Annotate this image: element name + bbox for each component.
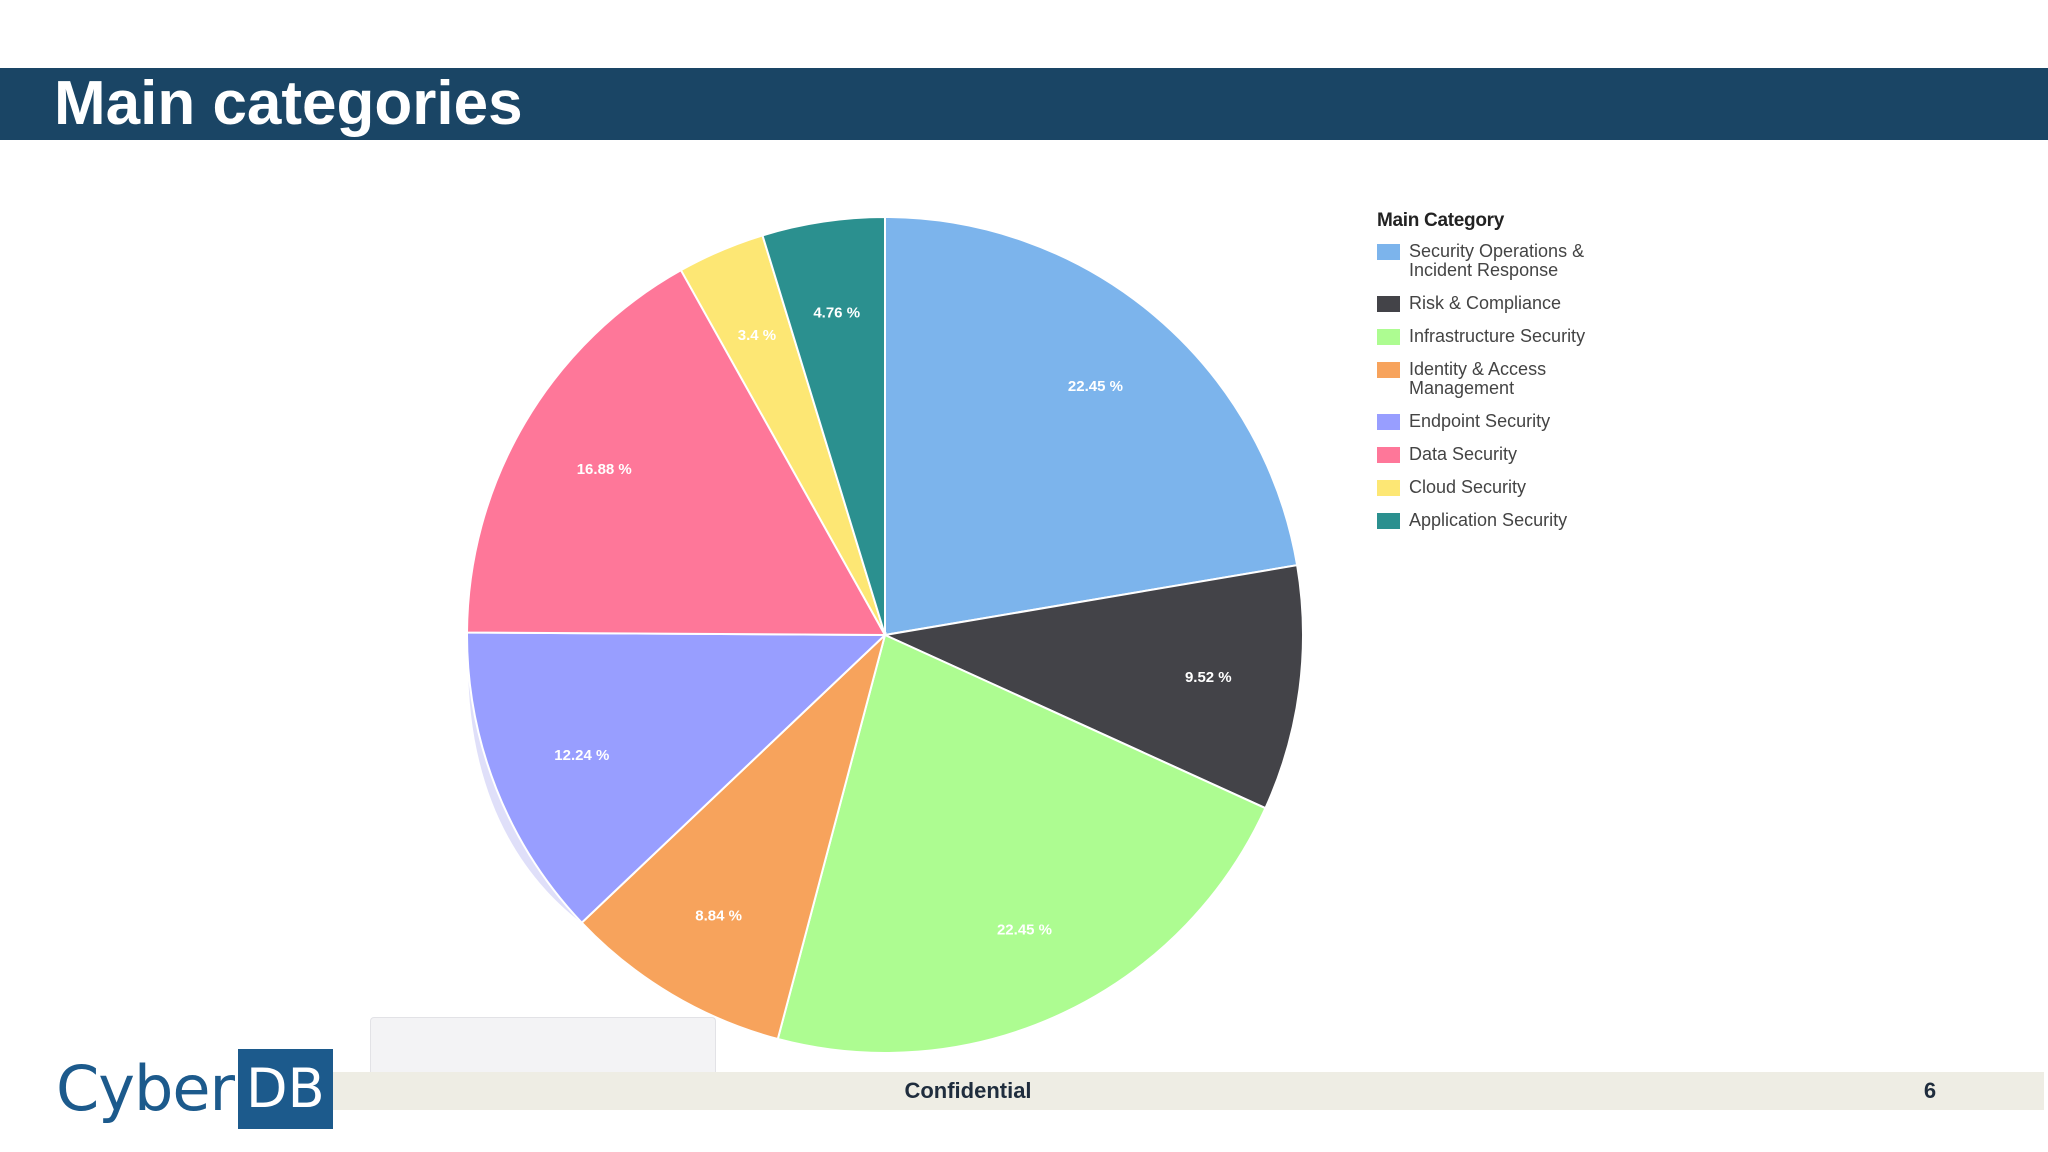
legend-title: Main Category <box>1377 210 1505 231</box>
page-number: 6 <box>1923 1078 1937 1103</box>
confidential-label: Confidential <box>904 1078 1032 1103</box>
legend-swatch <box>1377 414 1400 430</box>
legend-item[interactable]: Risk & Compliance <box>1377 294 1677 313</box>
title-bar: Main categories <box>0 68 2048 140</box>
pie-slice[interactable] <box>884 215 1299 637</box>
legend-label: Cloud Security <box>1409 477 1527 497</box>
slice-data-label: 16.88 % <box>577 461 632 478</box>
legend-label: Identity & Access Management <box>1409 359 1547 398</box>
logo-cyber-text: Cyber <box>56 1052 235 1125</box>
legend-item[interactable]: Security Operations & Incident Response <box>1377 242 1677 280</box>
pie-slice[interactable] <box>580 631 887 1041</box>
legend-swatch <box>1377 480 1400 496</box>
tab-stub <box>370 1017 716 1076</box>
legend-item[interactable]: Data Security <box>1377 445 1677 464</box>
pie-slice[interactable] <box>466 631 888 925</box>
legend-item[interactable]: Application Security <box>1377 511 1677 530</box>
pie-slice[interactable] <box>466 268 887 637</box>
slice-label-group: 22.45 % 9.52 % 22.45 % 8.84 % 12.24 % 16.88 %… <box>554 305 1231 939</box>
slice-data-label: 22.45 % <box>997 922 1052 939</box>
legend-label: Infrastructure Security <box>1409 326 1586 346</box>
logo-db-text: DB <box>237 1049 333 1129</box>
legend-label: Data Security <box>1409 444 1518 464</box>
legend-swatch <box>1377 513 1400 529</box>
pie-slice[interactable] <box>881 564 1304 810</box>
legend-label: Risk & Compliance <box>1409 293 1562 313</box>
slice-data-label: 22.45 % <box>1068 378 1123 395</box>
footer-strip <box>330 1072 2044 1110</box>
footer-divider <box>1760 1064 2046 1072</box>
legend-swatch <box>1377 329 1400 345</box>
legend-item[interactable]: Identity & Access Management <box>1377 360 1677 398</box>
pie-slice[interactable] <box>761 215 886 636</box>
slice-data-label: 9.52 % <box>1185 669 1232 686</box>
legend-item[interactable]: Infrastructure Security <box>1377 327 1677 346</box>
legend-item[interactable]: Cloud Security <box>1377 478 1677 497</box>
legend-label: Security Operations & Incident Response <box>1409 241 1585 280</box>
slice-group <box>466 215 1304 1054</box>
slice-data-label: 3.4 % <box>738 327 776 344</box>
legend-swatch <box>1377 244 1400 260</box>
legend-item[interactable]: Endpoint Security <box>1377 412 1677 431</box>
chart-legend: Main Category Security Operations & Inci… <box>1377 210 1677 544</box>
legend-list: Security Operations & Incident Response R… <box>1377 242 1677 530</box>
slice-data-label: 4.76 % <box>813 305 860 322</box>
cyberdb-logo: Cyber DB <box>56 1048 333 1130</box>
legend-label: Endpoint Security <box>1409 411 1551 431</box>
pie-chart: 22.45 % 9.52 % 22.45 % 8.84 % 12.24 % 16.88 %… <box>466 215 1304 1054</box>
slice-data-label: 8.84 % <box>695 907 742 924</box>
slice-data-label: 12.24 % <box>554 747 609 764</box>
legend-swatch <box>1377 447 1400 463</box>
page-title: Main categories <box>54 69 523 138</box>
legend-swatch <box>1377 296 1400 312</box>
legend-label: Application Security <box>1409 510 1568 530</box>
legend-swatch <box>1377 362 1400 378</box>
pie-slice[interactable] <box>776 633 1267 1054</box>
